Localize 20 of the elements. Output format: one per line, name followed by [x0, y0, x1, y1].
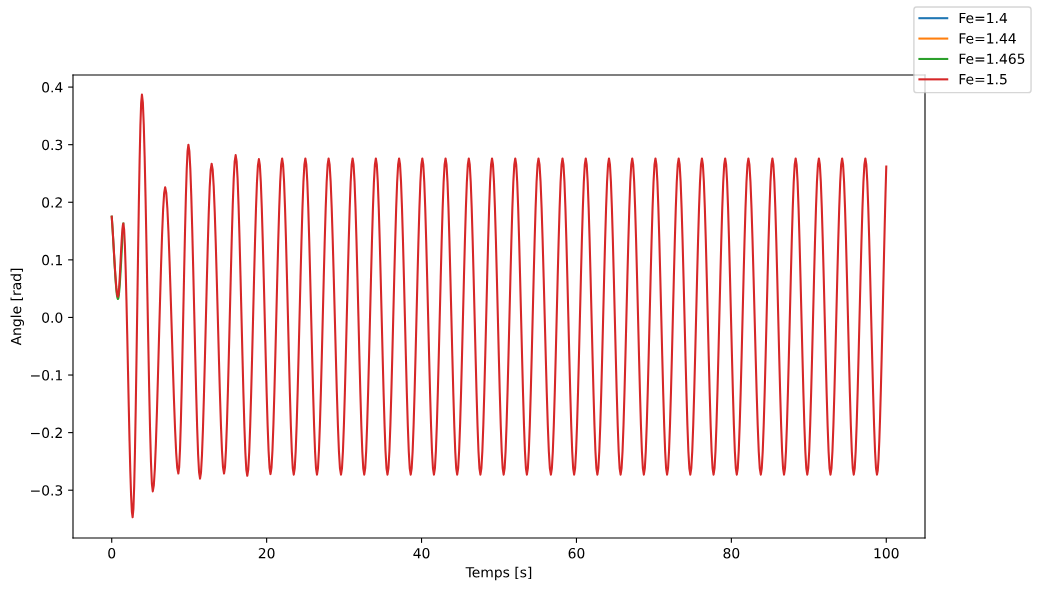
legend-label: Fe=1.465	[959, 53, 1025, 65]
x-tick-label: 0	[108, 547, 116, 559]
x-tick-label: 20	[258, 547, 275, 559]
y-tick-label: −0.2	[31, 427, 62, 439]
x-tick-label: 40	[413, 547, 430, 559]
legend-label: Fe=1.4	[959, 12, 1008, 24]
legend-label: Fe=1.44	[959, 33, 1016, 44]
x-tick-label: 60	[568, 547, 585, 559]
x-tick-label: 100	[874, 547, 899, 559]
x-tick-label: 80	[723, 547, 740, 559]
y-tick-label: −0.3	[31, 485, 63, 496]
y-axis-title: Angle [rad]	[10, 268, 24, 346]
y-tick-label: 0.3	[42, 139, 63, 151]
y-tick-label: 0.2	[42, 197, 62, 208]
y-tick-label: 0.0	[42, 312, 63, 323]
y-tick-label: −0.1	[31, 370, 62, 381]
legend-label: Fe=1.5	[959, 74, 1007, 85]
y-tick-label: 0.1	[42, 254, 62, 266]
y-tick-label: 0.4	[42, 82, 63, 93]
x-axis-title: Temps [s]	[465, 566, 532, 581]
